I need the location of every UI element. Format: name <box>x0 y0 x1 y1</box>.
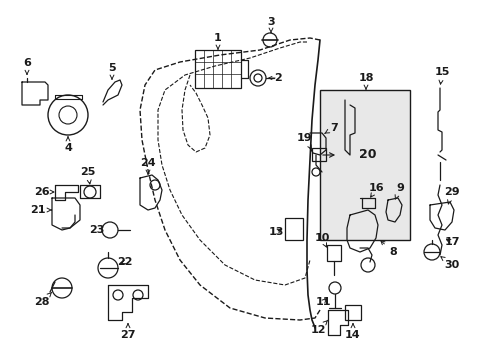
Text: 19: 19 <box>297 133 312 149</box>
Text: 7: 7 <box>324 123 337 133</box>
Text: 12: 12 <box>309 320 327 335</box>
Text: 1: 1 <box>214 33 222 49</box>
Text: 22: 22 <box>117 257 132 267</box>
Text: 18: 18 <box>358 73 373 89</box>
Text: 27: 27 <box>120 324 136 340</box>
Text: 4: 4 <box>64 137 72 153</box>
Text: 29: 29 <box>443 187 459 204</box>
Text: 8: 8 <box>380 240 396 257</box>
Text: 21: 21 <box>30 205 51 215</box>
Text: 26: 26 <box>34 187 54 197</box>
Text: 3: 3 <box>266 17 274 33</box>
Text: 15: 15 <box>433 67 449 84</box>
Bar <box>195 50 241 88</box>
Bar <box>326 245 340 261</box>
Bar <box>345 305 360 320</box>
Text: 9: 9 <box>394 183 403 199</box>
Text: 10: 10 <box>314 233 329 247</box>
Bar <box>319 90 409 240</box>
Text: 13: 13 <box>268 227 283 237</box>
Text: 2: 2 <box>274 73 281 83</box>
Bar <box>285 218 303 240</box>
Text: 23: 23 <box>89 225 104 235</box>
Text: 30: 30 <box>440 257 459 270</box>
Text: 17: 17 <box>443 237 459 247</box>
Text: 28: 28 <box>34 292 52 307</box>
Text: 14: 14 <box>345 324 360 340</box>
Text: 11: 11 <box>315 297 330 307</box>
Text: 5: 5 <box>108 63 116 79</box>
Text: 25: 25 <box>80 167 96 184</box>
Text: 6: 6 <box>23 58 31 74</box>
Text: 20: 20 <box>359 148 376 162</box>
Bar <box>311 148 325 161</box>
Text: 16: 16 <box>368 183 384 197</box>
Text: 24: 24 <box>140 158 156 174</box>
